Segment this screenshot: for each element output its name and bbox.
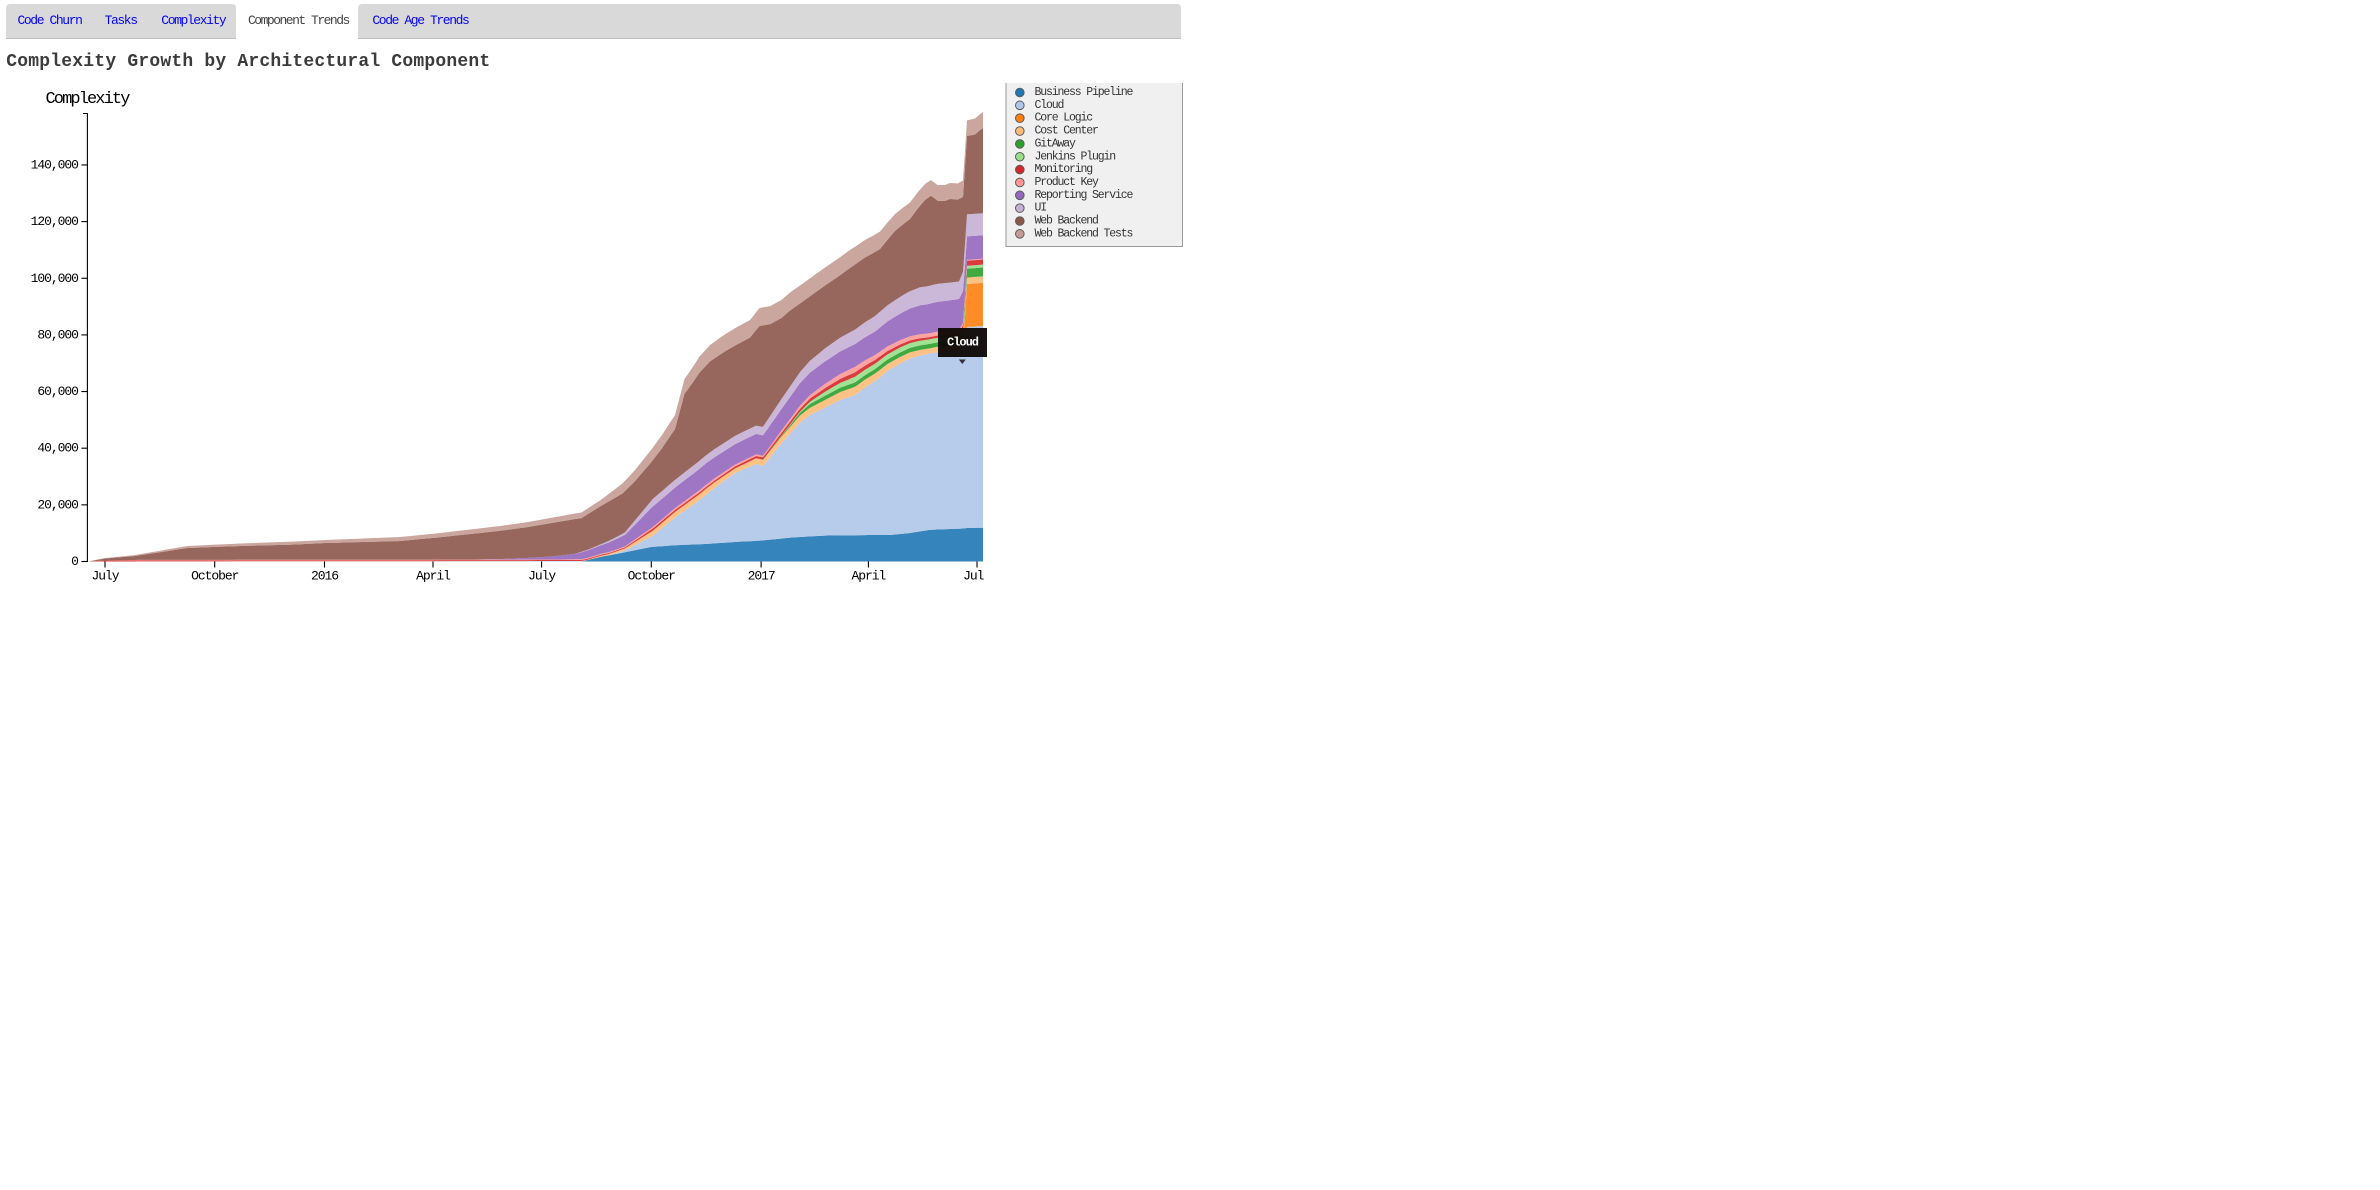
- svg-text:Reporting Service: Reporting Service: [1035, 189, 1134, 202]
- svg-text:Business Pipeline: Business Pipeline: [1035, 86, 1134, 99]
- svg-text:Product Key: Product Key: [1035, 176, 1100, 189]
- svg-text:Core Logic: Core Logic: [1035, 112, 1094, 125]
- svg-text:80,000: 80,000: [37, 327, 78, 342]
- svg-text:20,000: 20,000: [37, 497, 78, 512]
- svg-text:100,000: 100,000: [31, 271, 79, 286]
- svg-text:Cloud: Cloud: [947, 336, 979, 350]
- svg-text:Monitoring: Monitoring: [1035, 163, 1093, 176]
- svg-text:July: July: [528, 568, 556, 583]
- svg-text:Web Backend: Web Backend: [1035, 215, 1099, 228]
- svg-text:0: 0: [71, 554, 78, 569]
- svg-text:60,000: 60,000: [37, 384, 78, 399]
- svg-text:120,000: 120,000: [31, 214, 79, 229]
- svg-text:Complexity: Complexity: [46, 90, 131, 109]
- svg-text:October: October: [191, 568, 239, 583]
- svg-text:July: July: [91, 568, 119, 583]
- svg-text:2016: 2016: [311, 568, 338, 583]
- svg-text:Cost Center: Cost Center: [1035, 125, 1099, 138]
- svg-text:April: April: [852, 568, 887, 583]
- svg-text:140,000: 140,000: [31, 157, 79, 172]
- svg-text:Cloud: Cloud: [1035, 99, 1064, 112]
- svg-text:Web Backend Tests: Web Backend Tests: [1035, 227, 1133, 240]
- svg-text:2017: 2017: [748, 568, 775, 583]
- svg-text:GitAway: GitAway: [1035, 137, 1077, 150]
- svg-text:April: April: [416, 568, 451, 583]
- svg-text:Jenkins Plugin: Jenkins Plugin: [1035, 150, 1116, 163]
- svg-text:UI: UI: [1035, 202, 1047, 215]
- svg-text:40,000: 40,000: [37, 441, 78, 456]
- svg-text:Jul: Jul: [963, 568, 985, 583]
- svg-text:October: October: [628, 568, 676, 583]
